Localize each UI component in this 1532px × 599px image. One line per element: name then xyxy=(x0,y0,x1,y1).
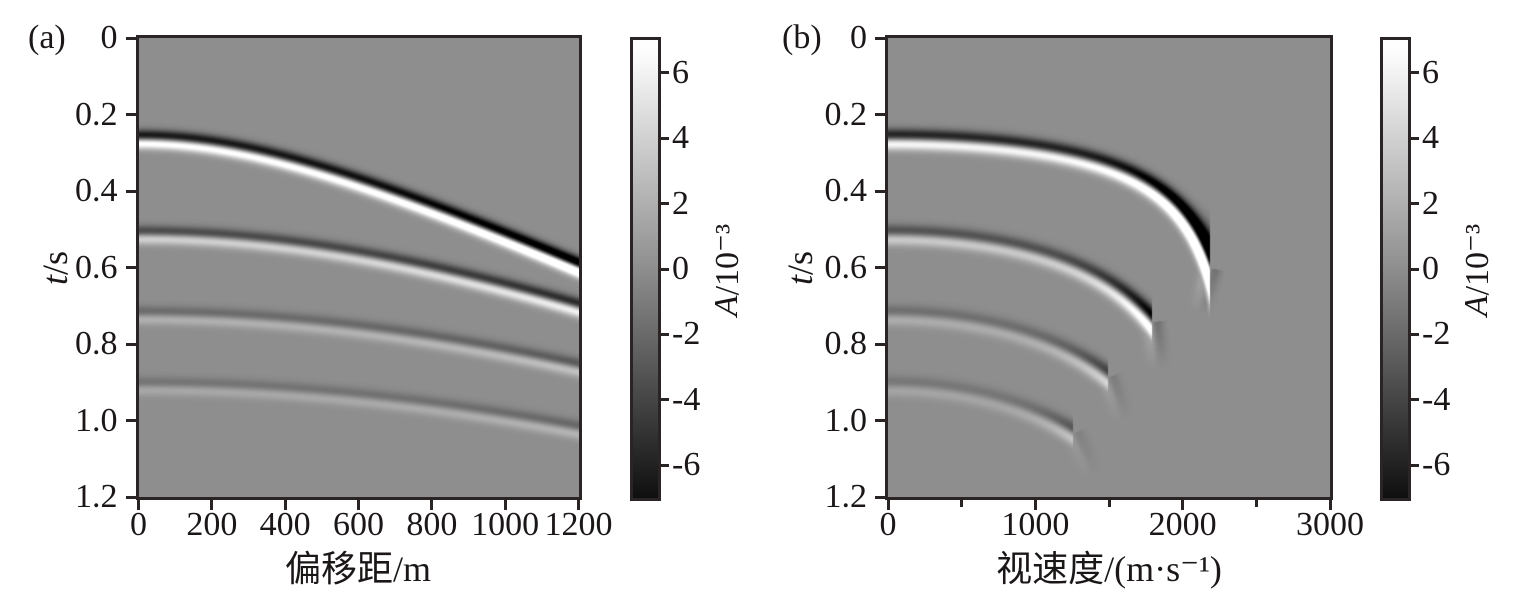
y-axis-tick-label: 1.2 xyxy=(75,478,118,515)
x-axis-tick-label: 3000 xyxy=(1296,506,1364,543)
y-axis-tick xyxy=(125,495,136,499)
y-axis-tick xyxy=(875,419,885,422)
colorbar-tick xyxy=(661,71,669,75)
y-axis-tick xyxy=(125,419,136,422)
x-axis-minor-tick xyxy=(1107,500,1111,507)
colorbar-tick-label: -4 xyxy=(672,380,701,418)
x-axis-tick-label: 1200 xyxy=(544,506,613,543)
x-axis-tick xyxy=(1033,500,1037,510)
colorbar-tick-label: -2 xyxy=(672,315,701,353)
panel-b-x-axis-title: 视速度/(m·s⁻¹) xyxy=(996,549,1222,589)
x-axis-tick-label: 2000 xyxy=(1148,506,1217,543)
x-axis-tick-label: 600 xyxy=(333,506,384,543)
panel-a-axes-frame xyxy=(135,35,582,500)
colorbar-tick-label: -4 xyxy=(1422,380,1451,418)
colorbar-tick xyxy=(661,332,669,336)
y-axis-tick xyxy=(875,189,885,193)
y-axis-tick xyxy=(125,266,136,269)
x-axis-tick xyxy=(283,500,287,510)
y-axis-tick-label: 0.4 xyxy=(75,172,118,209)
colorbar-tick-label: 4 xyxy=(672,119,689,157)
y-axis-tick xyxy=(125,36,136,40)
colorbar-tick xyxy=(661,136,669,140)
y-axis-tick-label: 0 xyxy=(850,19,867,56)
y-axis-tick-label: 1.0 xyxy=(75,401,118,439)
y-axis-tick-label: 1.0 xyxy=(824,401,868,439)
colorbar-tick-label: -6 xyxy=(1422,446,1451,484)
x-axis-tick-label: 200 xyxy=(186,506,238,543)
x-axis-tick xyxy=(1328,500,1332,510)
x-axis-tick-label: 800 xyxy=(406,506,458,543)
y-axis-tick xyxy=(125,189,136,193)
x-axis-tick xyxy=(430,500,434,510)
y-axis-tick xyxy=(875,113,885,116)
colorbar-tick-label: 2 xyxy=(672,184,689,222)
y-axis-tick xyxy=(875,495,885,499)
x-axis-tick-label: 0 xyxy=(879,506,897,543)
colorbar-tick-label: 0 xyxy=(672,250,689,287)
panel-a-tag: (a) xyxy=(28,19,66,56)
colorbar-tick xyxy=(1411,332,1419,336)
panel-b-colorbar xyxy=(1380,37,1411,501)
y-axis-tick-label: 0.2 xyxy=(75,95,118,133)
colorbar-tick xyxy=(1411,398,1419,402)
panel-a-seismic-image xyxy=(138,38,579,497)
colorbar-tick xyxy=(1411,136,1419,140)
y-axis-tick-label: 0.6 xyxy=(75,248,118,286)
colorbar-tick-label: 6 xyxy=(1422,53,1439,91)
colorbar-tick xyxy=(661,267,669,271)
y-axis-tick xyxy=(875,342,885,346)
colorbar-tick-label: 6 xyxy=(672,53,689,91)
y-axis-tick-label: 0.4 xyxy=(824,172,868,209)
colorbar-tick xyxy=(661,463,669,467)
colorbar-tick-label: -2 xyxy=(1422,315,1451,353)
colorbar-tick-label: 2 xyxy=(1422,184,1439,222)
y-axis-tick xyxy=(125,342,136,346)
x-axis-tick-label: 0 xyxy=(130,506,147,543)
x-axis-tick xyxy=(357,500,360,510)
x-axis-tick-label: 400 xyxy=(259,506,311,543)
panel-a-x-axis-title: 偏移距/m xyxy=(284,549,431,589)
x-axis-tick-label: 1000 xyxy=(471,506,540,543)
x-axis-tick xyxy=(503,500,507,510)
x-axis-tick xyxy=(886,500,890,510)
x-axis-tick xyxy=(137,500,140,510)
x-axis-minor-tick xyxy=(960,500,964,507)
x-axis-tick xyxy=(577,500,580,510)
x-axis-minor-tick xyxy=(1254,500,1258,507)
y-axis-tick-label: 0.8 xyxy=(75,325,118,362)
x-axis-tick-label: 1000 xyxy=(1001,506,1070,543)
colorbar-tick-label: 4 xyxy=(1422,119,1439,157)
x-axis-tick xyxy=(210,500,214,510)
colorbar-tick-label: 0 xyxy=(1422,250,1439,287)
x-axis-tick xyxy=(1181,500,1185,510)
y-axis-tick xyxy=(875,36,885,40)
y-axis-tick xyxy=(125,113,136,116)
colorbar-tick xyxy=(1411,267,1419,271)
colorbar-tick xyxy=(661,398,669,402)
panel-b-tag: (b) xyxy=(782,19,822,56)
panel-b-velocity-image xyxy=(888,38,1330,497)
colorbar-tick xyxy=(1411,71,1419,75)
y-axis-tick-label: 0.8 xyxy=(824,325,868,362)
colorbar-tick-label: -6 xyxy=(672,446,701,484)
y-axis-tick xyxy=(875,266,885,269)
panel-a-colorbar xyxy=(630,37,661,501)
y-axis-tick-label: 0.6 xyxy=(824,248,868,286)
panel-b-axes-frame xyxy=(885,35,1333,500)
colorbar-tick xyxy=(1411,202,1419,206)
colorbar-tick xyxy=(661,202,669,206)
colorbar-tick xyxy=(1411,463,1419,467)
y-axis-tick-label: 0.2 xyxy=(824,95,868,133)
y-axis-tick-label: 1.2 xyxy=(824,478,868,515)
y-axis-tick-label: 0 xyxy=(100,19,118,56)
